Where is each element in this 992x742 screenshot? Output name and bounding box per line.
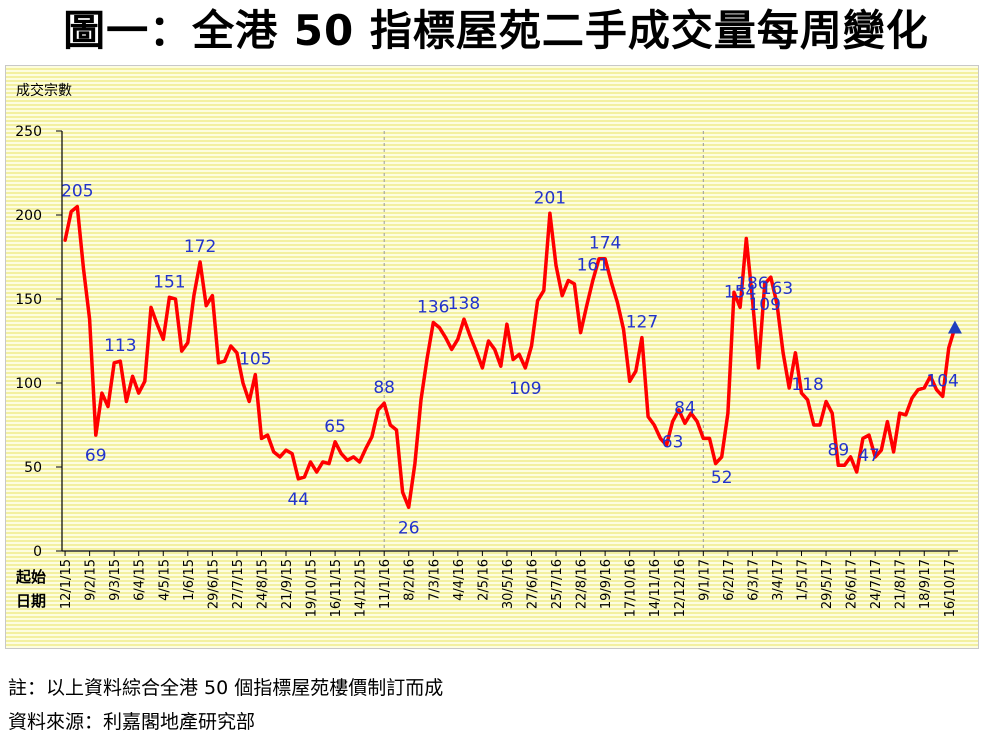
x-tick-label: 4/5/15 bbox=[157, 559, 172, 601]
axes bbox=[61, 131, 958, 552]
data-label: 174 bbox=[589, 234, 621, 254]
x-tick-label: 12/12/16 bbox=[673, 559, 688, 617]
series-line bbox=[63, 204, 962, 510]
data-label: 52 bbox=[711, 468, 733, 488]
x-tick-label: 3/4/17 bbox=[771, 559, 786, 601]
x-tick-label: 1/5/17 bbox=[796, 559, 811, 601]
data-label: 44 bbox=[287, 490, 309, 510]
x-tick-label: 9/3/15 bbox=[108, 559, 123, 601]
y-tick-label: 250 bbox=[15, 124, 42, 140]
x-tick-label: 22/8/16 bbox=[575, 559, 590, 609]
x-axis-title-line1: 起始 bbox=[15, 568, 46, 586]
x-tick-label: 21/8/17 bbox=[894, 559, 909, 609]
x-tick-label: 1/6/15 bbox=[182, 559, 197, 601]
page-title: 圖一：全港 50 指標屋苑二手成交量每周變化 bbox=[63, 6, 929, 55]
x-tick-label: 29/5/17 bbox=[820, 559, 835, 609]
data-label: 63 bbox=[662, 433, 684, 453]
data-label: 133 bbox=[957, 66, 978, 71]
data-label: 161 bbox=[577, 256, 609, 276]
x-tick-label: 26/6/17 bbox=[845, 559, 860, 609]
x-tick-label: 24/7/17 bbox=[869, 559, 884, 609]
data-label: 186 bbox=[736, 274, 768, 294]
data-label: 172 bbox=[184, 237, 216, 257]
x-tick-label: 21/9/15 bbox=[280, 559, 295, 609]
year-dividers bbox=[383, 131, 704, 551]
x-tick-label: 14/11/16 bbox=[648, 559, 663, 617]
y-tick-label: 200 bbox=[15, 208, 42, 224]
x-tick-label: 16/10/17 bbox=[943, 559, 958, 617]
y-axis-ticks: 0 50 100 150 200 250 bbox=[15, 124, 62, 560]
data-label: 89 bbox=[828, 440, 850, 460]
x-tick-label: 8/2/16 bbox=[403, 559, 418, 601]
x-tick-label: 24/8/15 bbox=[255, 559, 270, 609]
last-point-marker bbox=[947, 320, 962, 334]
data-label: 201 bbox=[534, 188, 566, 208]
data-label: 154 bbox=[724, 282, 756, 302]
x-tick-label: 27/6/16 bbox=[525, 559, 540, 609]
x-tick-label: 19/9/16 bbox=[599, 559, 614, 609]
y-tick-label: 0 bbox=[33, 544, 42, 560]
data-label: 138 bbox=[448, 294, 480, 314]
x-tick-label: 2/5/16 bbox=[476, 559, 491, 601]
data-label: 109 bbox=[509, 379, 541, 399]
data-label: 113 bbox=[104, 336, 136, 356]
x-tick-label: 6/4/15 bbox=[133, 559, 148, 601]
data-label: 105 bbox=[239, 350, 271, 370]
x-tick-label: 7/3/16 bbox=[427, 559, 442, 601]
data-label: 88 bbox=[373, 378, 395, 398]
source-note: 資料來源：利嘉閣地產研究部 bbox=[8, 711, 256, 733]
data-label: 47 bbox=[858, 446, 880, 466]
x-axis-ticks: 12/1/15 9/2/15 9/3/15 6/4/15 4/5/15 1/6/15 29/… bbox=[59, 551, 958, 617]
data-label: 205 bbox=[61, 182, 93, 202]
x-tick-label: 4/4/16 bbox=[452, 559, 467, 601]
x-tick-label: 18/9/17 bbox=[918, 559, 933, 609]
data-label: 136 bbox=[417, 298, 449, 318]
series-polyline bbox=[63, 204, 957, 510]
data-label: 69 bbox=[85, 446, 107, 466]
x-tick-label: 14/12/15 bbox=[354, 559, 369, 617]
footnote: 註：以上資料綜合全港 50 個指標屋苑樓價制訂而成 bbox=[8, 677, 444, 699]
data-label: 151 bbox=[153, 272, 185, 292]
x-tick-label: 6/2/17 bbox=[722, 559, 737, 601]
x-tick-label: 11/1/16 bbox=[378, 559, 393, 609]
data-label: 127 bbox=[626, 313, 658, 333]
data-label: 26 bbox=[398, 518, 420, 538]
data-label: 118 bbox=[791, 375, 823, 395]
data-label: 65 bbox=[324, 417, 346, 437]
x-axis-title-line2: 日期 bbox=[16, 592, 46, 610]
data-label: 84 bbox=[674, 398, 696, 418]
x-tick-label: 25/7/16 bbox=[550, 559, 565, 609]
chart-area: 成交宗數 起始 日期 0 50 100 150 200 250 12/1/15 9/2/15… bbox=[5, 51, 990, 649]
x-tick-label: 9/1/17 bbox=[697, 559, 712, 601]
data-label: 163 bbox=[761, 279, 793, 299]
line-chart: 成交宗數 起始 日期 0 50 100 150 200 250 12/1/15 9/2/15… bbox=[15, 51, 990, 617]
x-tick-label: 6/3/17 bbox=[746, 559, 761, 601]
y-tick-label: 50 bbox=[24, 460, 42, 476]
y-tick-label: 100 bbox=[15, 376, 42, 392]
y-tick-label: 150 bbox=[15, 292, 42, 308]
x-tick-label: 9/2/15 bbox=[84, 559, 99, 601]
x-tick-label: 19/10/15 bbox=[305, 559, 320, 617]
x-tick-label: 12/1/15 bbox=[59, 559, 74, 609]
y-axis-title: 成交宗數 bbox=[16, 82, 72, 99]
x-tick-label: 29/6/15 bbox=[206, 559, 221, 609]
data-label: 104 bbox=[926, 371, 958, 391]
x-tick-label: 27/7/15 bbox=[231, 559, 246, 609]
x-tick-label: 16/11/15 bbox=[329, 559, 344, 617]
x-tick-label: 30/5/16 bbox=[501, 559, 516, 609]
data-label: 109 bbox=[748, 295, 780, 315]
x-tick-label: 17/10/16 bbox=[624, 559, 639, 617]
